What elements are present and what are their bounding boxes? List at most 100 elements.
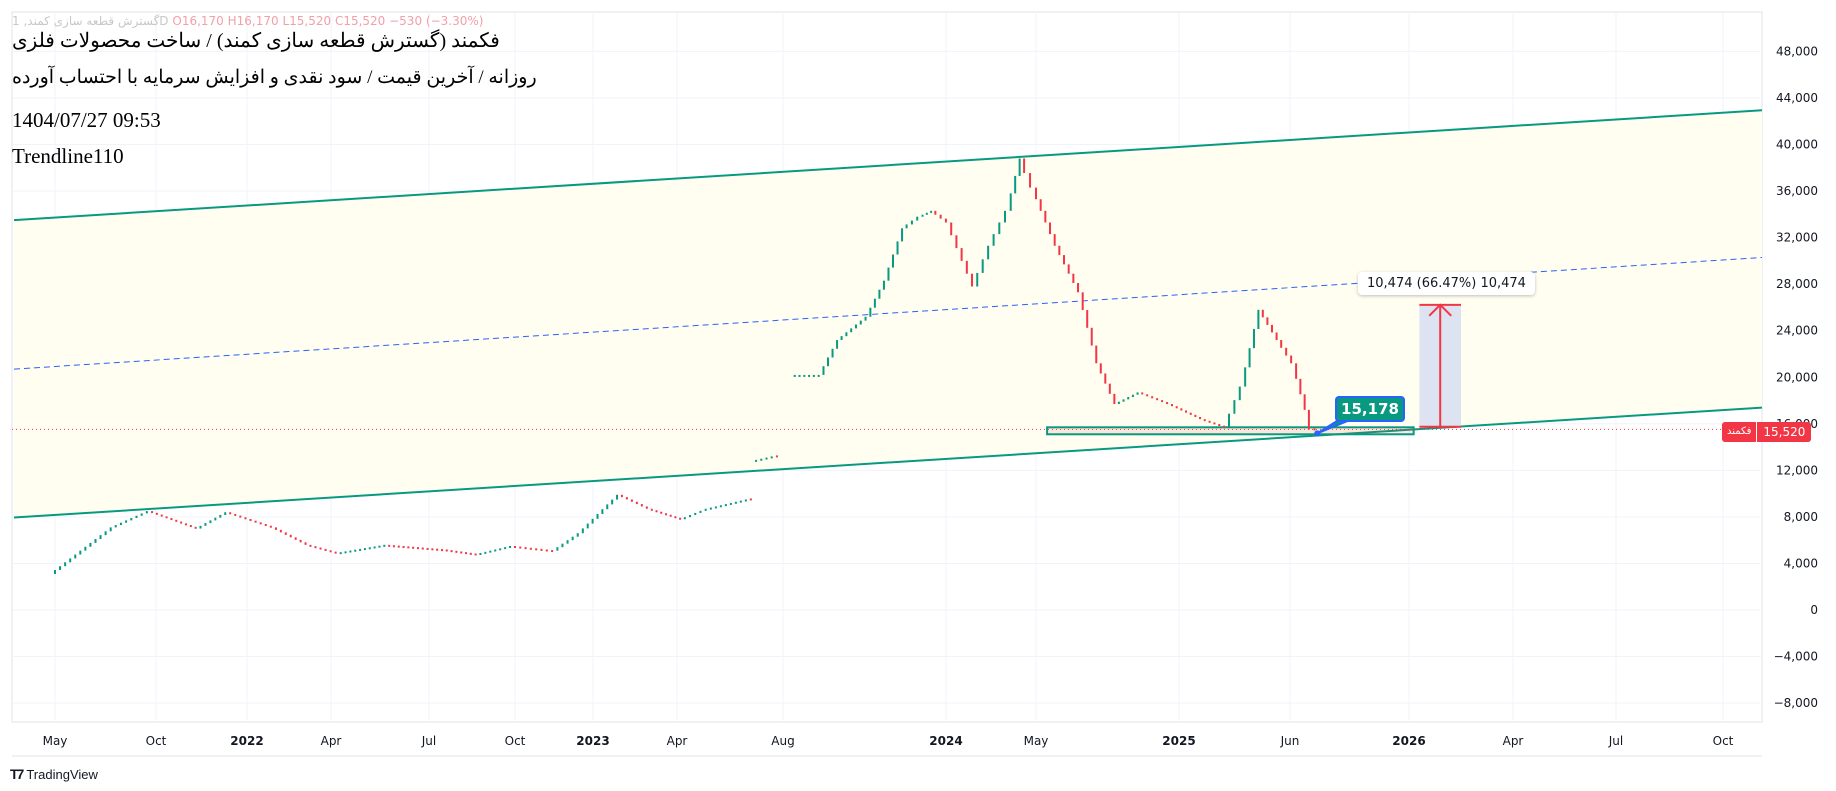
price-bar <box>125 520 128 523</box>
price-bar <box>1161 400 1164 403</box>
price-bar <box>1146 394 1149 397</box>
price-bar <box>1044 210 1047 223</box>
price-bar <box>194 526 197 529</box>
price-bar <box>1099 363 1102 374</box>
price-bar <box>445 549 448 552</box>
price-bar <box>519 546 522 549</box>
price-bar <box>891 254 894 268</box>
price-bar <box>324 548 327 551</box>
price-bar <box>660 511 663 514</box>
price-bar <box>392 545 395 548</box>
price-bar <box>140 513 143 516</box>
price-bar <box>378 545 381 548</box>
price-bar <box>901 228 904 242</box>
callout-anchor-point <box>1314 430 1321 437</box>
price-bar <box>79 550 82 555</box>
price-bar <box>704 508 707 511</box>
price-bar <box>229 512 232 515</box>
price-bar <box>54 570 56 574</box>
price-bar <box>581 528 584 534</box>
price-bar <box>566 540 569 544</box>
support-box[interactable] <box>1046 426 1415 436</box>
price-bar <box>551 550 554 553</box>
price-bar <box>383 544 386 547</box>
price-bar <box>514 545 516 548</box>
price-bar <box>1136 392 1139 395</box>
last-price-symbol: فکمند <box>1722 422 1758 442</box>
price-bar <box>1223 425 1226 428</box>
price-bar <box>373 546 376 549</box>
x-tick-label: Apr <box>321 734 342 748</box>
channel-fill <box>14 110 1762 518</box>
price-bar <box>596 513 599 519</box>
price-bar <box>873 298 876 308</box>
y-tick-label: 44,000 <box>1776 91 1818 105</box>
price-bar <box>1194 414 1197 417</box>
price-bar <box>329 550 332 553</box>
price-bar <box>119 522 122 526</box>
price-bar <box>878 289 881 299</box>
price-bar <box>798 374 801 377</box>
price-bar <box>793 374 796 377</box>
tradingview-logo[interactable]: T7 TradingView <box>10 766 98 782</box>
price-bar <box>1257 309 1260 329</box>
price-bar <box>244 517 247 520</box>
price-bar <box>1180 408 1183 411</box>
chart-overlay[interactable] <box>12 303 1762 437</box>
price-bar <box>1218 424 1221 427</box>
price-bar <box>180 521 183 524</box>
chart-drawings[interactable] <box>13 109 1782 519</box>
channel-mid-line[interactable] <box>13 256 1782 370</box>
price-bar <box>1141 392 1144 395</box>
price-bar <box>749 498 752 501</box>
price-bar <box>314 546 317 549</box>
price-bar <box>130 518 133 521</box>
price-bar <box>1090 327 1093 346</box>
price-bar <box>304 542 307 545</box>
price-bar <box>436 548 439 551</box>
price-bar <box>294 537 297 540</box>
price-bar <box>689 515 692 518</box>
x-tick-label: 2022 <box>230 734 263 748</box>
y-tick-label: 36,000 <box>1776 184 1818 198</box>
y-tick-label: −4,000 <box>1774 650 1818 664</box>
price-bar <box>545 549 548 552</box>
price-bar <box>388 544 391 547</box>
price-bar <box>606 504 609 510</box>
channel-bottom-line[interactable] <box>13 406 1782 519</box>
price-bar <box>1095 345 1098 364</box>
y-tick-label: 40,000 <box>1776 138 1818 152</box>
price-bar <box>402 545 405 548</box>
time-axis[interactable]: May Oct 2022 Apr Jul Oct 2023 Apr Aug 2024 May 2025… <box>43 734 1734 748</box>
price-bar <box>1131 394 1134 398</box>
price-bar <box>94 539 97 543</box>
channel-top-line[interactable] <box>13 109 1782 222</box>
price-bar <box>724 504 727 507</box>
price-bar <box>344 551 347 554</box>
price-bar <box>284 532 287 535</box>
price-bar <box>571 536 574 541</box>
price-bar <box>354 549 357 552</box>
price-bar <box>440 549 443 552</box>
price-bar <box>535 548 538 551</box>
price-bar <box>234 513 237 516</box>
price-bar <box>679 517 682 520</box>
x-tick-label: Jul <box>1608 734 1623 748</box>
price-bar <box>64 562 67 567</box>
price-bar <box>494 549 497 552</box>
measure-label[interactable]: 10,474 (66.47%) 10,474 <box>1358 272 1535 295</box>
price-bar <box>1244 367 1247 387</box>
price-bar <box>1313 428 1316 431</box>
price-bar <box>59 566 62 571</box>
price-bar <box>249 518 252 521</box>
price-bar <box>1270 324 1273 333</box>
price-bar <box>349 550 352 553</box>
price-bar <box>827 357 830 367</box>
price-bar <box>363 548 366 551</box>
price-axis[interactable]: −8,000−4,00004,0008,00012,00016,00020,00… <box>1774 44 1818 710</box>
x-tick-label: Oct <box>1713 734 1734 748</box>
price-bar <box>1117 401 1120 405</box>
last-price-value: 15,520 <box>1757 422 1812 442</box>
price-callout[interactable]: 15,178 <box>1335 396 1405 422</box>
